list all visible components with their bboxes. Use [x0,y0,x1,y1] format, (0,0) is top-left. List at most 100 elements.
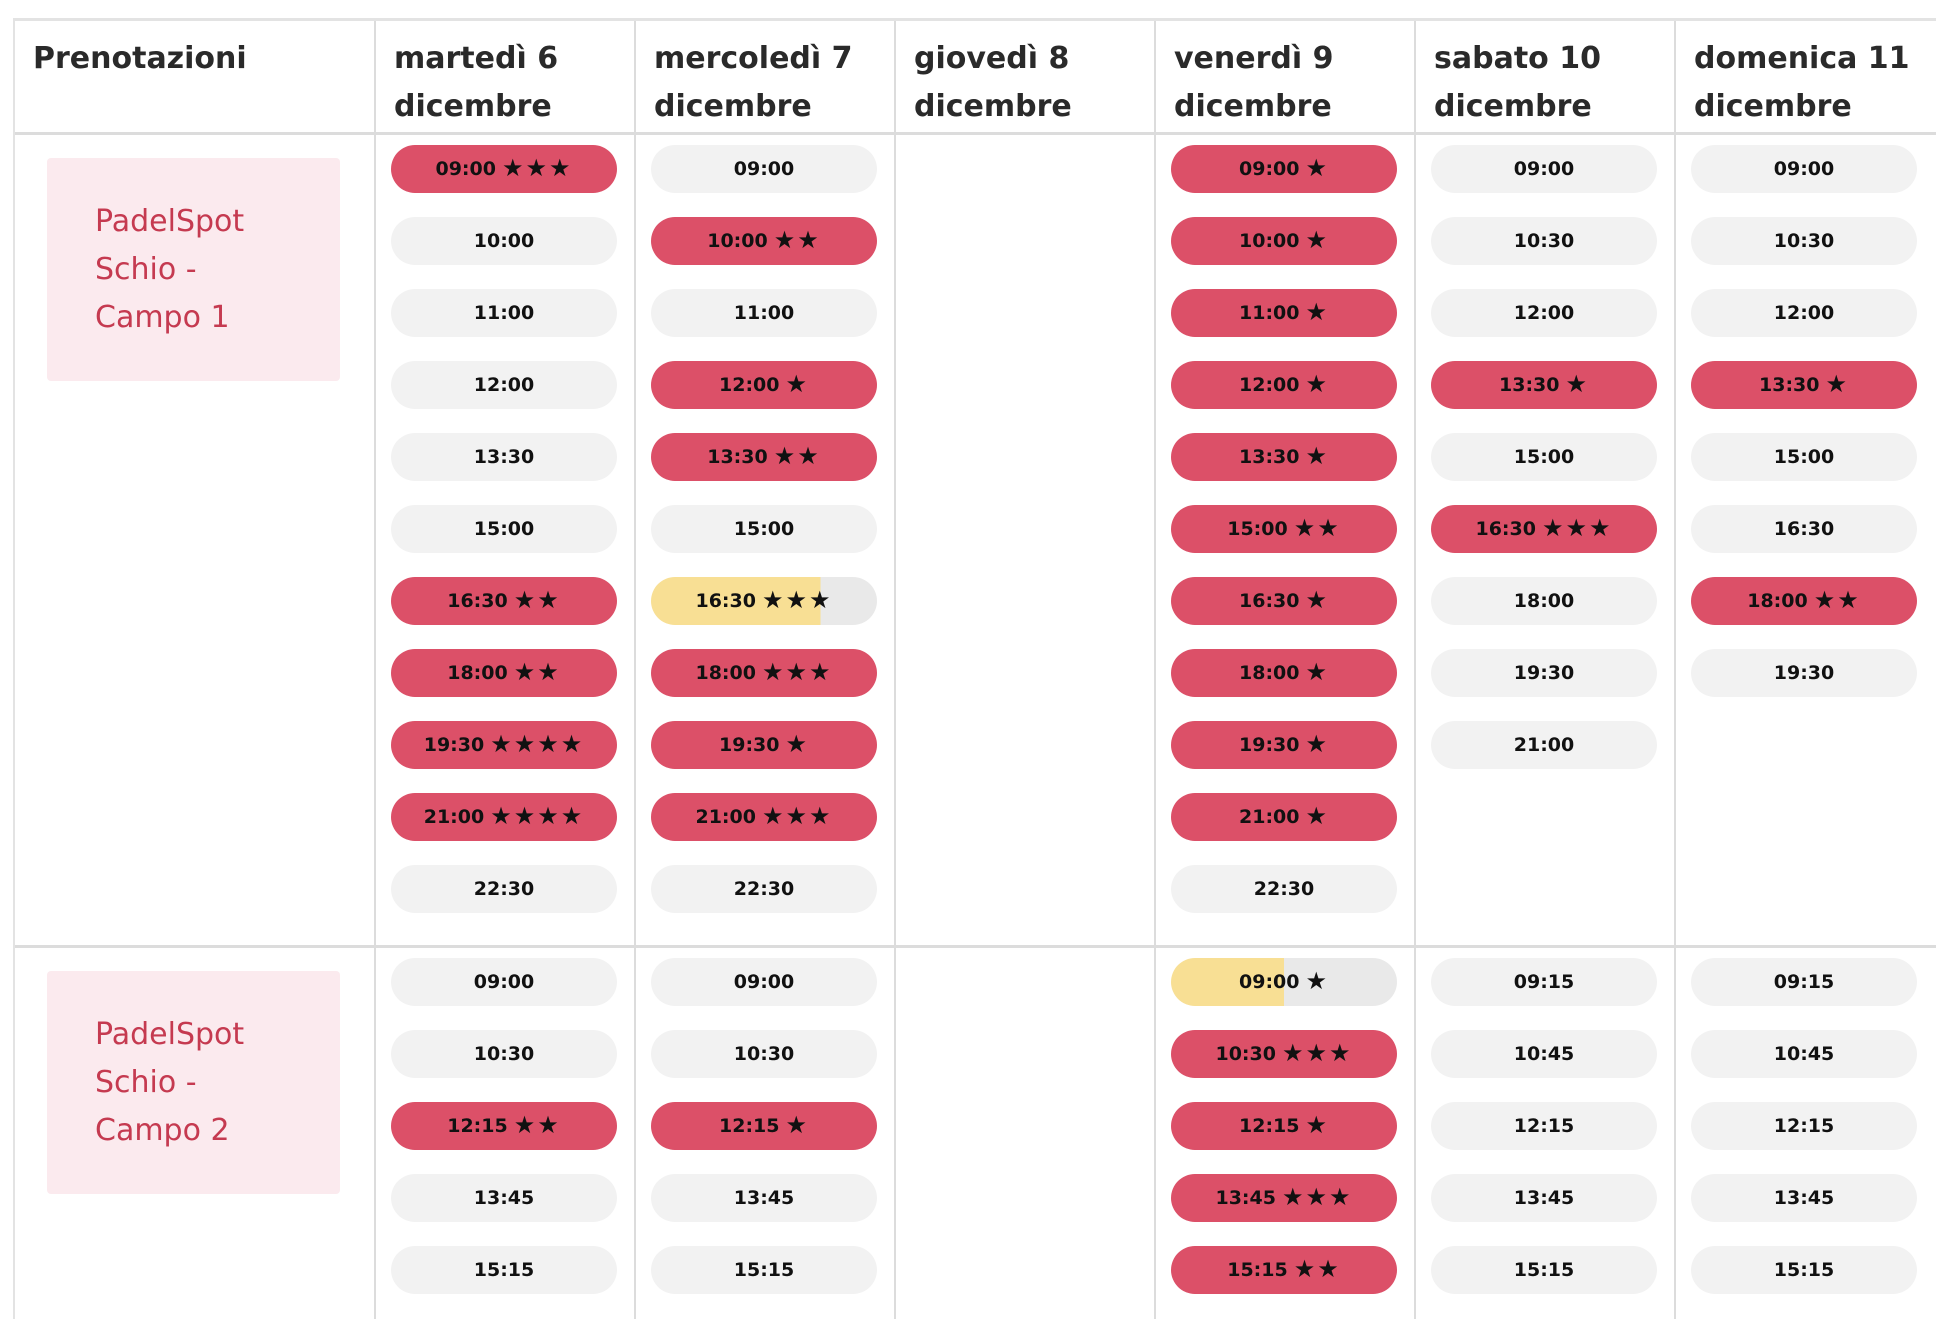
slot-time: 12:15 [1773,1115,1835,1137]
slot-free[interactable]: 13:30 [391,433,617,481]
slot-booked[interactable]: 21:00 ★★★★ [391,793,617,841]
slot-free[interactable]: 12:15 [1431,1102,1657,1150]
slot-time: 16:30 [695,590,756,612]
slot-booked[interactable]: 11:00 ★ [1171,289,1397,337]
slot-free[interactable]: 10:30 [1691,217,1917,265]
slot-free[interactable]: 10:45 [1691,1030,1917,1078]
slot-free[interactable]: 11:00 [391,289,617,337]
slot-free[interactable]: 19:30 [1431,649,1657,697]
slot-free[interactable]: 18:00 [1431,577,1657,625]
slot-time: 16:30 [1239,590,1300,612]
slot-free[interactable]: 09:00 [1691,145,1917,193]
slot-free[interactable]: 21:00 [1431,721,1657,769]
court-name-campo-1[interactable]: PadelSpot Schio - Campo 1 [47,158,340,381]
slot-booked[interactable]: 16:30 ★★ [391,577,617,625]
slot-booked[interactable]: 09:00 ★★★ [391,145,617,193]
slot-free[interactable]: 12:15 [1691,1102,1917,1150]
slot-free[interactable]: 12:00 [1431,289,1657,337]
slot-free[interactable]: 19:30 [1691,649,1917,697]
slot-booked[interactable]: 13:30 ★ [1431,361,1657,409]
slot-free[interactable]: 11:00 [651,289,877,337]
slot-booked[interactable]: 12:15 ★ [1171,1102,1397,1150]
slot-time: 16:30 [447,590,508,612]
slot-booked[interactable]: 09:00 ★ [1171,145,1397,193]
slot-booked[interactable]: 15:15 ★★ [1171,1246,1397,1294]
slot-booked[interactable]: 18:00 ★★ [1691,577,1917,625]
slot-free[interactable]: 13:45 [1431,1174,1657,1222]
star-icon: ★★★ [761,586,833,614]
slot-booked[interactable]: 15:00 ★★ [1171,505,1397,553]
slot-free[interactable]: 22:30 [391,865,617,913]
slot-free[interactable]: 15:00 [1431,433,1657,481]
slot-booked[interactable]: 13:45 ★★★ [1171,1174,1397,1222]
slot-free[interactable]: 10:30 [1431,217,1657,265]
slot-time: 13:45 [1215,1187,1276,1209]
slot-free[interactable]: 22:30 [1171,865,1397,913]
star-icon: ★ [785,730,809,758]
slot-time: 10:00 [1239,230,1300,252]
slot-booked[interactable]: 13:30 ★★ [651,433,877,481]
star-icon: ★ [1305,967,1329,995]
slot-partial[interactable]: 16:30 ★★★ [651,577,877,625]
slot-free[interactable]: 10:30 [391,1030,617,1078]
slot-time: 22:30 [473,878,535,900]
slot-time: 09:00 [1239,158,1300,180]
slot-time: 12:00 [719,374,780,396]
slot-partial[interactable]: 09:00 ★ [1171,958,1397,1006]
slot-booked[interactable]: 10:30 ★★★ [1171,1030,1397,1078]
slot-free[interactable]: 15:15 [391,1246,617,1294]
slot-booked[interactable]: 10:00 ★★ [651,217,877,265]
slot-booked[interactable]: 19:30 ★ [651,721,877,769]
slot-time: 15:15 [473,1259,535,1281]
slot-booked[interactable]: 18:00 ★★★ [651,649,877,697]
slot-booked[interactable]: 19:30 ★★★★ [391,721,617,769]
slot-free[interactable]: 09:15 [1431,958,1657,1006]
slot-booked[interactable]: 21:00 ★ [1171,793,1397,841]
slot-booked[interactable]: 19:30 ★ [1171,721,1397,769]
slot-free[interactable]: 09:15 [1691,958,1917,1006]
slot-free[interactable]: 13:45 [1691,1174,1917,1222]
slot-time: 19:30 [423,734,485,756]
slot-free[interactable]: 13:45 [651,1174,877,1222]
slot-booked[interactable]: 13:30 ★ [1171,433,1397,481]
slot-booked[interactable]: 12:00 ★ [651,361,877,409]
slot-booked[interactable]: 16:30 ★★★ [1431,505,1657,553]
slot-booked[interactable]: 10:00 ★ [1171,217,1397,265]
slot-time: 15:00 [1513,446,1575,468]
slot-free[interactable]: 10:45 [1431,1030,1657,1078]
slot-time: 15:15 [1773,1259,1835,1281]
slot-free[interactable]: 16:30 [1691,505,1917,553]
slot-time: 10:00 [707,230,768,252]
slot-free[interactable]: 09:00 [391,958,617,1006]
slot-free[interactable]: 15:15 [1431,1246,1657,1294]
slot-free[interactable]: 15:00 [391,505,617,553]
court-name-campo-2[interactable]: PadelSpot Schio - Campo 2 [47,971,340,1194]
slot-free[interactable]: 15:15 [651,1246,877,1294]
slot-booked[interactable]: 13:30 ★ [1691,361,1917,409]
star-icon: ★★★ [501,154,573,182]
slot-free[interactable]: 10:00 [391,217,617,265]
star-icon: ★★★★ [490,802,585,830]
slot-booked[interactable]: 16:30 ★ [1171,577,1397,625]
slot-free[interactable]: 09:00 [1431,145,1657,193]
slot-free[interactable]: 12:00 [1691,289,1917,337]
bookings-table: Prenotazioni martedì 6 dicembre mercoledì… [13,18,1936,1319]
slot-free[interactable]: 10:30 [651,1030,877,1078]
slot-free[interactable]: 15:15 [1691,1246,1917,1294]
slot-time: 13:45 [473,1187,535,1209]
slot-booked[interactable]: 18:00 ★ [1171,649,1397,697]
slot-free[interactable]: 15:00 [651,505,877,553]
slot-free[interactable]: 09:00 [651,145,877,193]
slot-time: 15:00 [733,518,795,540]
slot-booked[interactable]: 18:00 ★★ [391,649,617,697]
star-icon: ★★ [513,1111,561,1139]
slot-free[interactable]: 22:30 [651,865,877,913]
slot-booked[interactable]: 12:15 ★ [651,1102,877,1150]
slot-booked[interactable]: 21:00 ★★★ [651,793,877,841]
slot-booked[interactable]: 12:00 ★ [1171,361,1397,409]
slot-free[interactable]: 09:00 [651,958,877,1006]
slot-free[interactable]: 15:00 [1691,433,1917,481]
slot-free[interactable]: 12:00 [391,361,617,409]
slot-booked[interactable]: 12:15 ★★ [391,1102,617,1150]
slot-free[interactable]: 13:45 [391,1174,617,1222]
